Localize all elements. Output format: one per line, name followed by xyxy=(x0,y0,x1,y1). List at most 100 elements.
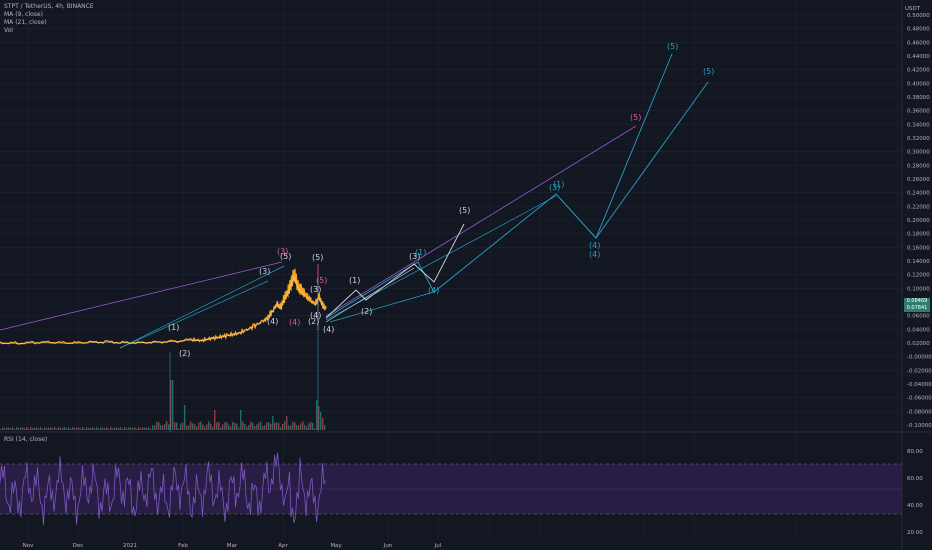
wave-label[interactable]: (5) xyxy=(316,276,327,285)
wave-label[interactable]: (3) xyxy=(409,252,420,261)
volume-bar xyxy=(196,426,198,430)
volume-bar xyxy=(294,422,296,430)
wave-label[interactable]: (4) xyxy=(589,241,600,250)
price-tick-label: 0.46000 xyxy=(907,40,930,46)
volume-bar xyxy=(302,421,304,430)
volume-bar xyxy=(320,412,322,430)
wave-label[interactable]: (4) xyxy=(428,286,439,295)
volume-bar xyxy=(248,425,250,430)
wave-label[interactable]: (5) xyxy=(280,252,291,261)
wave-label[interactable]: (5) xyxy=(630,113,641,122)
price-series-line xyxy=(0,268,327,345)
wave-label[interactable]: (4) xyxy=(267,317,278,326)
volume-bar xyxy=(316,400,318,430)
current-price-value: 0.08469 xyxy=(906,298,928,304)
time-tick-label: 2021 xyxy=(123,543,137,549)
volume-bar xyxy=(260,421,262,430)
volume-bar xyxy=(242,421,244,430)
volume-bar xyxy=(298,425,300,430)
volume-bar xyxy=(60,427,62,430)
volume-bar xyxy=(304,424,306,430)
wave-label[interactable]: (2) xyxy=(308,317,319,326)
volume-bar xyxy=(324,425,326,430)
volume-bar xyxy=(24,428,26,430)
wave-label[interactable]: (2) xyxy=(361,307,372,316)
time-tick-label: Mar xyxy=(227,543,238,549)
price-tick-label: -0.02000 xyxy=(907,368,932,374)
volume-bar xyxy=(62,427,64,430)
wave-label[interactable]: (5) xyxy=(459,206,470,215)
volume-bar xyxy=(192,423,194,430)
volume-bar xyxy=(276,422,278,430)
volume-bar xyxy=(10,428,12,430)
price-tick-label: 0.14000 xyxy=(907,259,930,265)
volume-bar xyxy=(176,422,178,430)
elliott-wave-projections xyxy=(0,53,709,432)
ma21-label[interactable]: MA (21, close) xyxy=(4,19,47,26)
volume-bar xyxy=(74,427,76,430)
time-tick-label: Apr xyxy=(278,543,288,549)
wave-label[interactable]: (1) xyxy=(415,248,426,257)
current-price-tag: 0.08469 0.07841 xyxy=(904,298,930,312)
wave-label[interactable]: (3) xyxy=(259,267,270,276)
current-price-secondary: 0.07841 xyxy=(906,305,928,311)
white-wave-projection xyxy=(325,223,465,319)
volume-bar xyxy=(296,425,298,430)
ma9-label[interactable]: MA (9, close) xyxy=(4,11,43,18)
chart-legend: STPT / TetherUS, 4h, BINANCE MA (9, clos… xyxy=(4,3,94,35)
wave-label[interactable]: (4) xyxy=(289,318,300,327)
volume-bar xyxy=(230,426,232,430)
volume-bar xyxy=(244,423,246,430)
chart-grid xyxy=(0,0,902,540)
wave-label[interactable]: (1) xyxy=(168,323,179,332)
rsi-tick-label: 20.00 xyxy=(907,530,923,536)
wave-label[interactable]: (4) xyxy=(323,325,334,334)
volume-bar xyxy=(280,427,282,430)
rsi-legend[interactable]: RSI (14, close) xyxy=(4,436,48,443)
volume-bar xyxy=(80,428,82,430)
volume-bar xyxy=(184,405,186,430)
volume-bar xyxy=(100,427,102,430)
wave-label[interactable]: (3) xyxy=(310,285,321,294)
blue-channel-4 xyxy=(329,291,435,323)
volume-bar xyxy=(6,427,8,430)
volume-bar xyxy=(78,427,80,430)
volume-bar xyxy=(26,427,28,430)
volume-bar xyxy=(18,428,20,430)
wave-label[interactable]: (1) xyxy=(349,276,360,285)
volume-bar xyxy=(202,424,204,430)
wave-label[interactable]: (5) xyxy=(312,253,323,262)
volume-bar xyxy=(12,427,14,430)
wave-label[interactable]: (4) xyxy=(310,311,321,320)
blue-channel-3 xyxy=(325,195,557,321)
volume-bar xyxy=(308,423,310,430)
price-tick-label: 0.16000 xyxy=(907,245,930,251)
volume-bar xyxy=(84,428,86,430)
price-tick-label: -0.06000 xyxy=(907,396,932,402)
wave-label[interactable]: (5) xyxy=(703,67,714,76)
volume-bar xyxy=(132,427,134,430)
volume-bar xyxy=(126,428,128,430)
time-axis: Nov Dec 2021 Feb Mar Apr May Jun Jul xyxy=(23,543,442,549)
price-tick-label: 0.22000 xyxy=(907,204,930,210)
wave-label[interactable]: (3) xyxy=(277,247,288,256)
volume-bar xyxy=(158,421,160,430)
volume-bar xyxy=(152,425,154,430)
vol-label[interactable]: Vol xyxy=(4,27,13,34)
wave-label[interactable]: (3) xyxy=(549,183,560,192)
wave-label[interactable]: (2) xyxy=(179,349,190,358)
wave-label[interactable]: (5) xyxy=(667,42,678,51)
volume-bar xyxy=(148,427,150,430)
time-tick-label: Jul xyxy=(434,543,442,549)
volume-bar xyxy=(190,421,192,430)
purple-trendline-1 xyxy=(0,261,283,331)
volume-histogram xyxy=(0,380,326,430)
purple-trendline-2 xyxy=(325,125,637,317)
wave-label[interactable]: (4) xyxy=(589,250,600,259)
price-tick-label: 0.04000 xyxy=(907,327,930,333)
symbol-label[interactable]: STPT / TetherUS, 4h, BINANCE xyxy=(4,3,94,10)
volume-bar xyxy=(168,424,170,430)
wave-label[interactable]: (1) xyxy=(553,180,564,189)
price-tick-label: 0.34000 xyxy=(907,122,930,128)
